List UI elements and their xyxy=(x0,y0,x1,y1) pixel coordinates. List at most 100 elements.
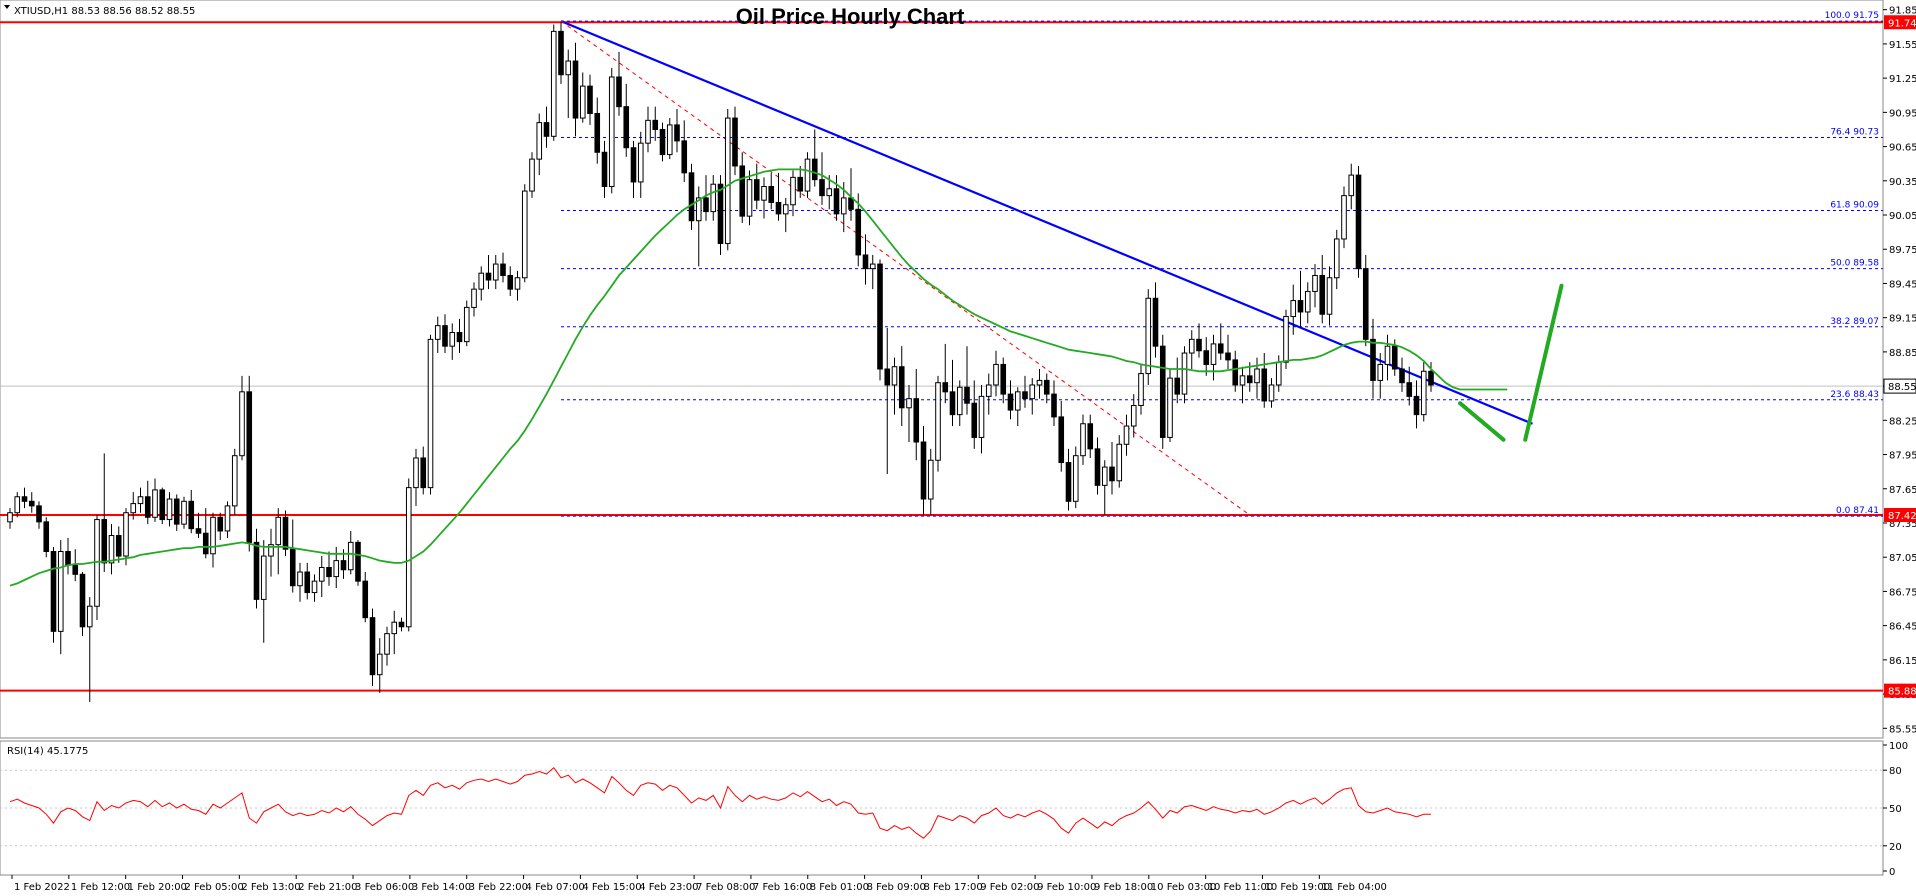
candle-body xyxy=(521,190,528,279)
candle-body xyxy=(637,142,644,183)
candle-body xyxy=(1022,391,1028,400)
symbol-header: XTIUSD,H1 88.53 88.56 88.52 88.55 xyxy=(14,6,195,17)
candle-body xyxy=(1094,448,1101,486)
candle-body xyxy=(326,566,332,578)
price-tick-label: 89.45 xyxy=(1889,279,1916,290)
candle-body xyxy=(1051,393,1057,418)
candle-body xyxy=(804,158,811,192)
candle-body xyxy=(398,621,405,628)
candle-body xyxy=(485,272,492,281)
candle-body xyxy=(572,60,579,119)
candle-body xyxy=(695,197,702,222)
candle-body xyxy=(1420,370,1427,416)
time-tick-label: 1 Feb 12:00 xyxy=(71,882,130,893)
candle-body xyxy=(753,179,760,201)
candle-body xyxy=(7,512,13,523)
price-tick-label: 87.95 xyxy=(1889,451,1916,462)
candle-body xyxy=(587,85,593,114)
candle-body xyxy=(1058,416,1065,464)
candle-body xyxy=(746,179,753,217)
projection-arrow xyxy=(1458,401,1506,442)
rsi-tick-label: 0 xyxy=(1889,867,1895,878)
candle-body xyxy=(1000,363,1007,395)
time-tick-label: 3 Feb 14:00 xyxy=(412,882,471,893)
candle-body xyxy=(601,151,608,187)
price-tick-label: 86.75 xyxy=(1889,587,1916,598)
current-price-badge xyxy=(1883,378,1916,394)
candle-body xyxy=(1297,300,1304,313)
candle-body xyxy=(761,186,767,201)
candle-body xyxy=(942,382,949,393)
candle-body xyxy=(1029,384,1036,400)
candle-body xyxy=(956,386,963,416)
candle-body xyxy=(1283,316,1289,363)
level-price-badge xyxy=(1884,508,1916,522)
candle-body xyxy=(253,541,260,600)
candle-body xyxy=(891,366,898,386)
candle-body xyxy=(1181,352,1188,395)
time-tick-label: 8 Feb 17:00 xyxy=(923,882,982,893)
candle-body xyxy=(384,633,390,655)
candle-body xyxy=(1138,373,1144,406)
fib-level-label: 23.6 88.43 xyxy=(1830,390,1879,400)
dropdown-icon[interactable] xyxy=(4,5,10,9)
candle-body xyxy=(202,532,209,555)
candle-body xyxy=(790,176,796,206)
candle-body xyxy=(333,560,340,578)
candle-body xyxy=(1072,455,1079,502)
price-tick-label: 86.45 xyxy=(1889,622,1916,633)
candle-body xyxy=(797,176,804,192)
candle-body xyxy=(500,263,506,276)
candle-body xyxy=(1014,391,1021,411)
candle-body xyxy=(1428,370,1434,386)
candle-body xyxy=(1413,395,1420,416)
candle-body xyxy=(1080,423,1086,457)
candle-body xyxy=(434,325,441,340)
price-tick-label: 91.55 xyxy=(1889,40,1916,51)
candle-body xyxy=(1377,363,1384,381)
rsi-tick-label: 80 xyxy=(1889,766,1902,777)
candle-body xyxy=(1174,377,1181,395)
time-tick-label: 2 Feb 13:00 xyxy=(241,882,300,893)
candle-body xyxy=(717,183,724,245)
candle-body xyxy=(268,544,274,557)
time-tick-label: 4 Feb 15:00 xyxy=(582,882,641,893)
candle-body xyxy=(898,366,905,409)
price-tick-label: 90.95 xyxy=(1889,108,1916,119)
price-tick-label: 88.25 xyxy=(1889,416,1916,427)
candle-body xyxy=(1319,274,1326,315)
candle-body xyxy=(1246,375,1253,384)
rsi-tick-label: 20 xyxy=(1889,842,1902,853)
price-pane-frame xyxy=(0,0,1884,739)
candle-body xyxy=(304,571,311,594)
candle-body xyxy=(1109,466,1115,482)
price-tick-label: 90.05 xyxy=(1889,211,1916,222)
levels-layer xyxy=(0,21,1883,692)
candle-body xyxy=(971,402,978,438)
candle-body xyxy=(616,76,622,108)
candle-body xyxy=(43,521,50,552)
candle-body xyxy=(57,551,64,632)
candle-body xyxy=(1312,274,1318,292)
candle-body xyxy=(558,30,564,76)
candle-body xyxy=(50,551,57,632)
candle-body xyxy=(297,571,303,587)
candle-body xyxy=(1101,466,1108,486)
candle-body xyxy=(159,489,166,521)
candle-body xyxy=(210,516,216,555)
level-price-badge xyxy=(1884,683,1916,698)
candle-body xyxy=(231,455,238,507)
time-tick-label: 8 Feb 09:00 xyxy=(867,882,926,893)
time-tick-label: 4 Feb 07:00 xyxy=(526,882,585,893)
candle-body xyxy=(862,254,869,270)
price-tick-label: 88.85 xyxy=(1889,348,1916,359)
price-tick-label: 87.05 xyxy=(1889,553,1916,564)
candle-body xyxy=(420,457,427,489)
candle-body xyxy=(1391,345,1398,370)
rsi-line xyxy=(9,766,1431,839)
candle-body xyxy=(1196,338,1202,352)
level-price-badge xyxy=(1884,15,1916,30)
fibonacci-layer: 100.0 91.75 76.4 90.73 61.8 90.09 50.0 89.5… xyxy=(0,11,1883,517)
candles-layer xyxy=(7,22,1434,703)
